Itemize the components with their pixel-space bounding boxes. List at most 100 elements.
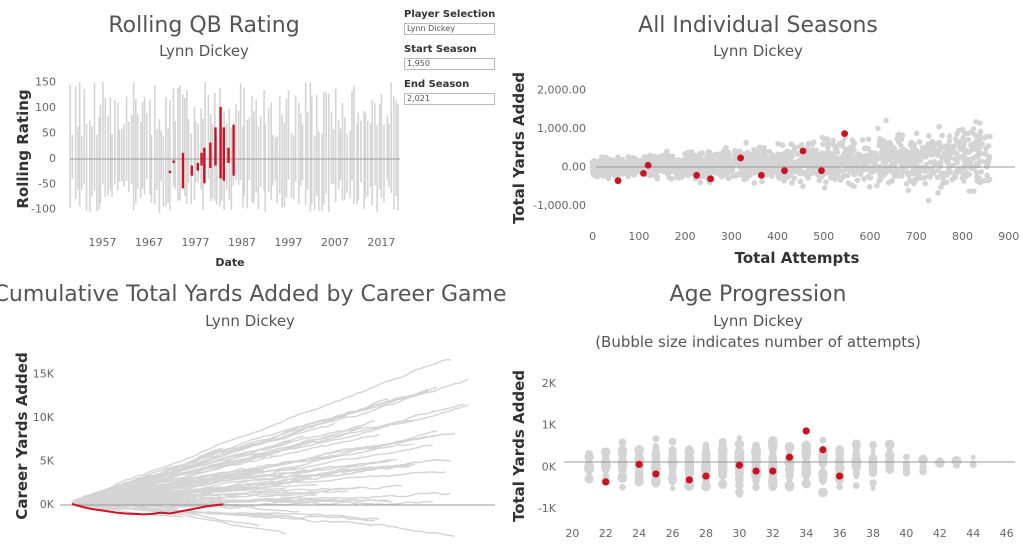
- seasons-background-point: [798, 168, 805, 175]
- rolling-highlight-marks[interactable]: [168, 107, 235, 189]
- cumulative-chart-title: Cumulative Total Yards Added by Career G…: [0, 282, 506, 307]
- age-chart-subtitle-2: (Bubble size indicates number of attempt…: [595, 333, 921, 351]
- seasons-highlight-point[interactable]: [841, 130, 849, 138]
- age-x-tick: 26: [666, 527, 680, 540]
- age-x-tick: 44: [966, 527, 980, 540]
- cumulative-y-label: Career Yards Added: [13, 352, 31, 519]
- age-highlight-point[interactable]: [735, 461, 743, 469]
- age-highlight-point[interactable]: [819, 446, 827, 454]
- seasons-background-point: [689, 166, 695, 172]
- age-chart-subtitle: Lynn Dickey: [713, 312, 803, 330]
- seasons-background-point: [789, 167, 796, 173]
- age-x-tick: 32: [766, 527, 780, 540]
- age-highlight-point[interactable]: [702, 472, 710, 480]
- age-background-point: [686, 469, 693, 476]
- age-highlight-point[interactable]: [785, 453, 794, 461]
- seasons-highlight-point[interactable]: [640, 169, 647, 177]
- age-highlight-point[interactable]: [802, 427, 810, 435]
- seasons-background-point: [866, 183, 873, 190]
- seasons-background-point: [750, 158, 757, 164]
- cumulative-highlight-series[interactable]: [71, 502, 224, 516]
- end-season-input[interactable]: 2,021: [404, 93, 495, 105]
- seasons-background-point: [936, 139, 943, 146]
- age-background-point: [701, 481, 711, 492]
- seasons-background-point: [911, 146, 918, 153]
- seasons-highlight-points[interactable]: [614, 130, 849, 185]
- age-highlight-point[interactable]: [652, 470, 660, 478]
- age-y-tick: -1K: [538, 502, 557, 515]
- seasons-background-point: [594, 173, 601, 180]
- seasons-background-point: [898, 150, 904, 157]
- seasons-highlight-point[interactable]: [737, 154, 744, 162]
- seasons-background-point: [743, 139, 749, 146]
- seasons-highlight-point[interactable]: [707, 175, 714, 183]
- seasons-background-point: [751, 180, 758, 186]
- seasons-background-point: [602, 154, 609, 161]
- seasons-background-point: [703, 166, 710, 173]
- seasons-highlight-point[interactable]: [693, 171, 701, 179]
- seasons-background-point: [935, 189, 941, 196]
- seasons-background-point: [851, 171, 857, 178]
- seasons-background-point: [875, 125, 881, 132]
- rolling-y-tick: -100: [31, 203, 56, 216]
- seasons-background-point: [844, 150, 850, 157]
- seasons-highlight-point[interactable]: [781, 167, 788, 175]
- seasons-background-point: [925, 197, 932, 204]
- cumulative-highlight-line[interactable]: [71, 502, 224, 516]
- seasons-background-point: [812, 161, 819, 168]
- age-background-point: [852, 482, 860, 489]
- age-highlight-point[interactable]: [602, 478, 610, 486]
- age-background-point: [719, 469, 726, 476]
- cumulative-background-line: [71, 439, 291, 504]
- start-season-input[interactable]: 1,950: [404, 58, 495, 70]
- seasons-x-ticks: 0 100 200 300 400 500 600 700 800 900: [589, 230, 1019, 243]
- seasons-background-point: [597, 160, 603, 166]
- seasons-highlight-point[interactable]: [614, 177, 622, 185]
- seasons-background-point: [657, 153, 663, 160]
- age-highlight-point[interactable]: [685, 476, 693, 484]
- seasons-background-point: [890, 144, 897, 151]
- cumulative-background-line: [71, 463, 415, 506]
- seasons-background-point: [926, 133, 932, 139]
- seasons-background-point: [970, 188, 977, 195]
- seasons-background-point: [859, 159, 866, 165]
- seasons-background-point: [684, 161, 690, 167]
- age-background-point: [903, 461, 910, 467]
- seasons-background-point: [834, 156, 841, 162]
- age-highlight-point[interactable]: [769, 467, 777, 475]
- age-background-point: [819, 467, 827, 475]
- seasons-highlight-point[interactable]: [644, 161, 652, 169]
- rolling-x-tick: 2007: [321, 236, 349, 249]
- seasons-background-point: [913, 130, 920, 137]
- seasons-background-point: [946, 151, 952, 158]
- seasons-background-point: [785, 154, 791, 160]
- age-highlight-points[interactable]: [602, 427, 844, 486]
- seasons-background-point: [925, 141, 932, 147]
- age-background-point: [870, 447, 876, 454]
- age-background-point: [817, 487, 828, 498]
- age-background-point: [752, 475, 760, 483]
- seasons-background-point: [943, 157, 950, 164]
- seasons-background-point: [865, 174, 872, 180]
- age-highlight-point[interactable]: [635, 460, 643, 468]
- seasons-scatter-chart: All Individual Seasons Lynn Dickey Total…: [510, 13, 1019, 267]
- seasons-highlight-point[interactable]: [799, 147, 807, 155]
- seasons-background-point: [733, 172, 739, 179]
- seasons-highlight-point[interactable]: [757, 171, 765, 179]
- seasons-background-point: [958, 154, 964, 160]
- seasons-background-point: [814, 171, 821, 178]
- age-background-point: [586, 473, 592, 480]
- seasons-background-point: [840, 159, 847, 165]
- seasons-background-point: [819, 150, 825, 156]
- seasons-background-point: [678, 160, 685, 167]
- age-x-tick: 22: [599, 527, 613, 540]
- age-highlight-point[interactable]: [836, 472, 844, 480]
- seasons-highlight-point[interactable]: [818, 167, 825, 175]
- seasons-x-tick: 900: [998, 230, 1019, 243]
- player-selection-input[interactable]: Lynn Dickey: [404, 23, 495, 35]
- seasons-background-point: [841, 154, 847, 161]
- age-background-point: [652, 453, 660, 461]
- seasons-background-point: [966, 188, 972, 194]
- seasons-background-point: [830, 167, 836, 173]
- age-highlight-point[interactable]: [752, 467, 760, 475]
